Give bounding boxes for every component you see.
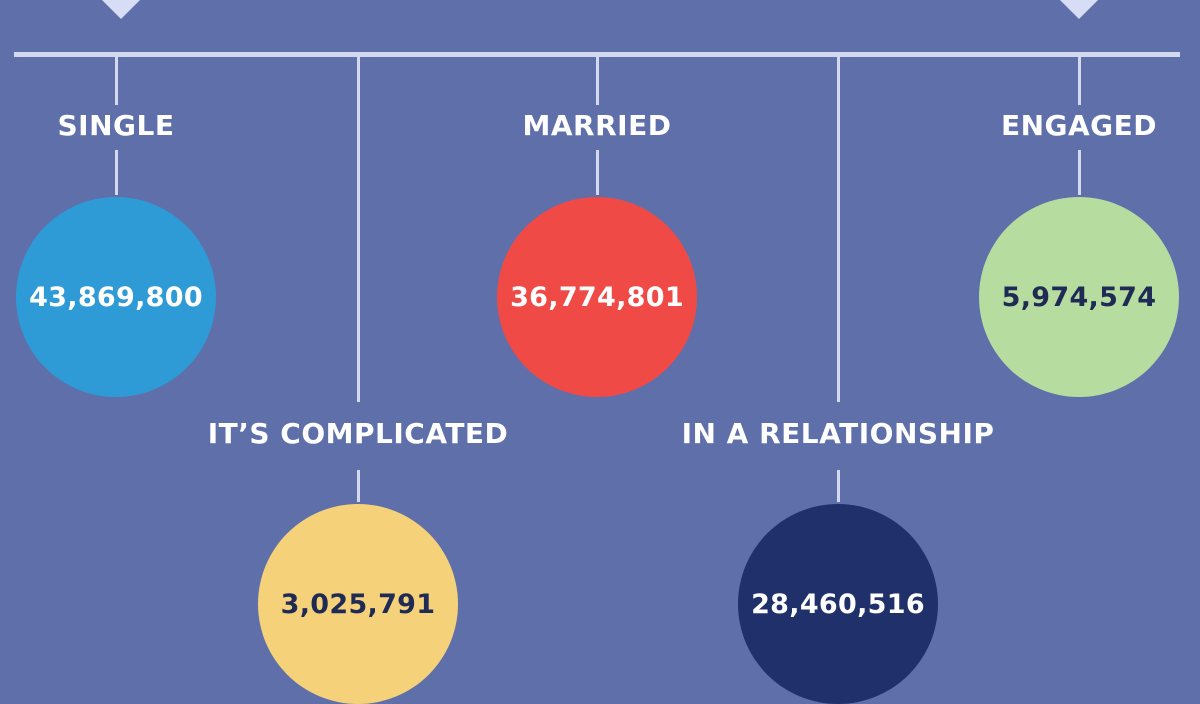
status-label-complicated: IT’S COMPLICATED <box>207 417 509 450</box>
stem-line-relationship <box>837 470 840 502</box>
status-label-single: SINGLE <box>57 109 175 142</box>
branch-line-relationship <box>837 57 840 402</box>
value-text-engaged: 5,974,574 <box>1001 281 1157 313</box>
status-label-engaged: ENGAGED <box>1000 109 1158 142</box>
left-arrow-marker <box>96 0 146 20</box>
timeline-horizontal-line <box>14 52 1180 57</box>
value-text-single: 43,869,800 <box>29 281 203 313</box>
value-text-relationship: 28,460,516 <box>751 588 925 620</box>
value-text-married: 36,774,801 <box>510 281 684 313</box>
stem-line-single <box>115 150 118 195</box>
status-label-married: MARRIED <box>522 109 672 142</box>
value-bubble-relationship: 28,460,516 <box>738 504 938 704</box>
relationship-status-diagram: SINGLE 43,869,800 IT’S COMPLICATED 3,025,79… <box>14 0 1180 704</box>
branch-line-single <box>115 57 118 105</box>
stem-line-complicated <box>357 470 360 502</box>
branch-line-married <box>596 57 599 105</box>
branch-line-engaged <box>1078 57 1081 105</box>
right-arrow-marker <box>1054 0 1104 20</box>
branch-line-complicated <box>357 57 360 402</box>
value-bubble-married: 36,774,801 <box>497 197 697 397</box>
status-label-relationship: IN A RELATIONSHIP <box>681 417 995 450</box>
stem-line-married <box>596 150 599 195</box>
value-text-complicated: 3,025,791 <box>280 588 436 620</box>
stem-line-engaged <box>1078 150 1081 195</box>
value-bubble-engaged: 5,974,574 <box>979 197 1179 397</box>
value-bubble-single: 43,869,800 <box>16 197 216 397</box>
value-bubble-complicated: 3,025,791 <box>258 504 458 704</box>
